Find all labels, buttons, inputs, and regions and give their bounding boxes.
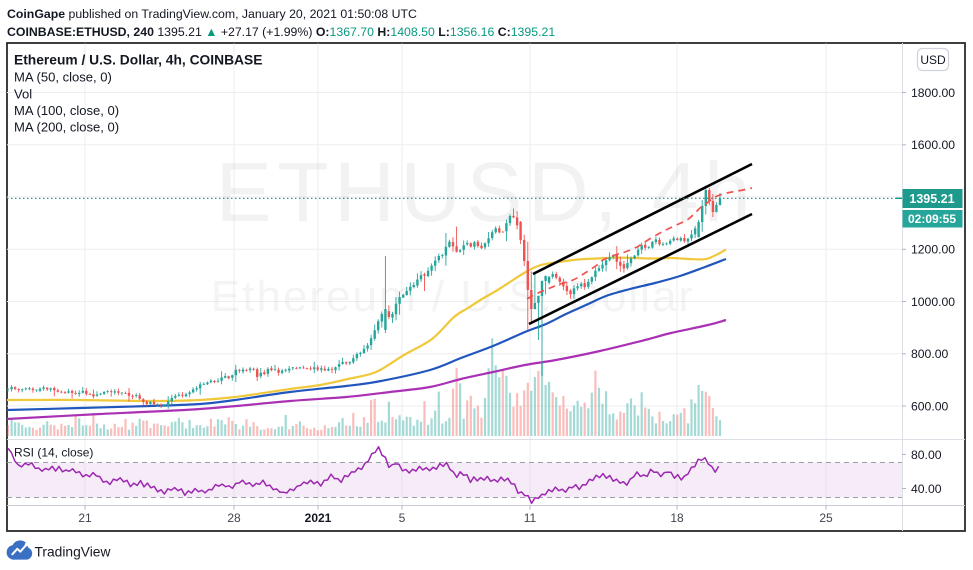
svg-text:CoinGape published on TradingV: CoinGape published on TradingView.com, J…: [7, 7, 417, 21]
svg-text:MA (200, close, 0): MA (200, close, 0): [14, 120, 119, 135]
svg-text:1600.00: 1600.00: [911, 138, 955, 152]
svg-text:1200.00: 1200.00: [911, 243, 955, 257]
svg-text:600.00: 600.00: [911, 399, 948, 413]
svg-text:COINBASE:ETHUSD, 240 1395.21 ▲: COINBASE:ETHUSD, 240 1395.21 ▲ +27.17 (+…: [7, 25, 555, 39]
svg-text:80.00: 80.00: [911, 448, 942, 462]
svg-text:02:09:55: 02:09:55: [908, 212, 956, 226]
svg-text:800.00: 800.00: [911, 347, 948, 361]
svg-text:RSI (14, close): RSI (14, close): [14, 446, 93, 460]
svg-text:28: 28: [227, 511, 241, 525]
svg-text:1000.00: 1000.00: [911, 295, 955, 309]
svg-text:TradingView: TradingView: [35, 545, 111, 560]
svg-text:1800.00: 1800.00: [911, 86, 955, 100]
svg-text:MA (50, close, 0): MA (50, close, 0): [14, 70, 112, 85]
svg-text:5: 5: [399, 511, 406, 525]
svg-text:11: 11: [524, 511, 537, 525]
svg-text:18: 18: [670, 511, 684, 525]
svg-text:Ethereum / U.S. Dollar: Ethereum / U.S. Dollar: [211, 272, 695, 321]
svg-text:Ethereum / U.S. Dollar, 4h, CO: Ethereum / U.S. Dollar, 4h, COINBASE: [14, 53, 262, 68]
svg-text:2021: 2021: [305, 511, 332, 525]
svg-text:1395.21: 1395.21: [909, 192, 954, 206]
svg-text:25: 25: [819, 511, 833, 525]
svg-text:ETHUSD, 4h: ETHUSD, 4h: [216, 145, 756, 239]
svg-text:MA (100, close, 0): MA (100, close, 0): [14, 103, 119, 118]
svg-text:Vol: Vol: [14, 87, 32, 102]
svg-text:40.00: 40.00: [911, 482, 942, 496]
svg-text:USD: USD: [920, 53, 946, 67]
svg-text:21: 21: [78, 511, 92, 525]
